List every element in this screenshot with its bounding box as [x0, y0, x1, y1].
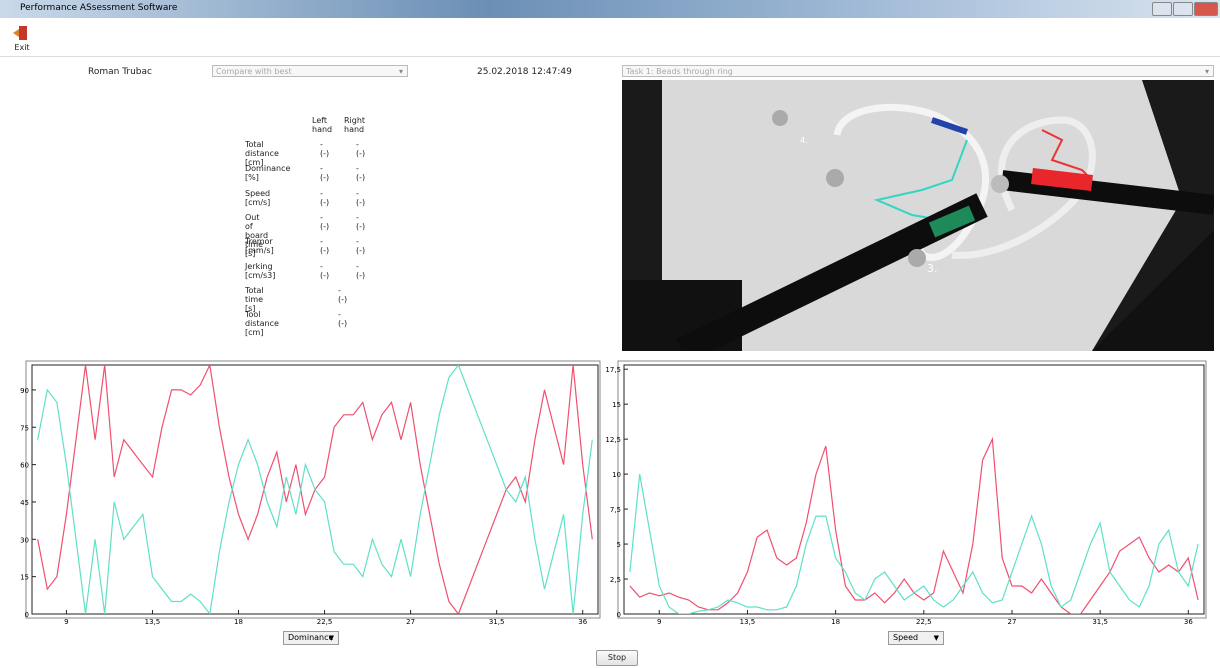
exit-label: Exit [14, 43, 30, 52]
metric-value: - (-) [356, 188, 366, 207]
metric-value: - (-) [320, 140, 330, 158]
x-tick-label: 27 [1008, 618, 1017, 626]
metric-value: - (-) [356, 212, 366, 231]
metric-value: - (-) [320, 164, 330, 183]
y-tick-label: 0 [25, 611, 29, 619]
y-tick-label: 60 [20, 462, 29, 470]
y-tick-label: 15 [612, 401, 621, 409]
x-tick-label: 22,5 [916, 618, 932, 626]
metric-label: Tremor [mm/s] [245, 237, 274, 256]
metric-value: - (-) [356, 164, 366, 183]
y-tick-label: 30 [20, 536, 29, 544]
metric-value: - (-) [356, 237, 366, 256]
plot-area [623, 364, 1205, 615]
metric-label: Total distance [cm] [245, 140, 279, 167]
y-tick-label: 90 [20, 387, 29, 395]
metric-value: - (-) [320, 188, 330, 207]
column-header: Right hand [344, 116, 366, 134]
metric-dropdown[interactable]: Dominance [283, 631, 339, 645]
x-tick-label: 9 [657, 618, 661, 626]
metric-label: Out of board time [s] [245, 212, 269, 258]
toolbar [0, 18, 1220, 57]
user-name: Roman Trubac [88, 67, 152, 77]
y-tick-label: 15 [20, 574, 29, 582]
y-tick-label: 10 [612, 471, 621, 479]
metric-value: - (-) [356, 261, 366, 280]
datetime: 25.02.2018 12:47:49 [477, 67, 572, 77]
x-tick-label: 31,5 [489, 618, 505, 626]
y-tick-label: 7,5 [610, 506, 621, 514]
y-tick-label: 0 [617, 611, 621, 619]
y-tick-label: 12,5 [605, 436, 621, 444]
video-view: 3. 4. [622, 80, 1214, 351]
x-tick-label: 13,5 [740, 618, 756, 626]
window-title: Performance ASsessment Software [20, 3, 178, 13]
x-tick-label: 36 [1184, 618, 1193, 626]
metric-label: Speed [cm/s] [245, 188, 271, 207]
chart-panel [25, 360, 601, 619]
data-line [629, 473, 1199, 614]
exit-button[interactable]: Exit [10, 24, 34, 54]
plot-lines [629, 436, 1199, 614]
metric-label: Jerking [cm/s3] [245, 261, 276, 280]
metric-value: - (-) [338, 285, 348, 304]
y-tick-label: 2,5 [610, 576, 621, 584]
y-tick-label: 75 [20, 424, 29, 432]
exit-icon [13, 26, 27, 40]
title-bar: Performance ASsessment Software [0, 0, 1220, 18]
y-tick-label: 17,5 [605, 366, 621, 374]
column-header: Left hand [312, 116, 333, 134]
x-tick-label: 22,5 [317, 618, 333, 626]
metric-label: Total time [s] [245, 285, 264, 313]
y-tick-label: 45 [20, 499, 29, 507]
video-label: 3. [927, 262, 938, 275]
metric-value: - (-) [320, 212, 330, 231]
x-tick-label: 18 [831, 618, 840, 626]
video-label: 4. [800, 136, 808, 145]
task-dropdown[interactable]: Task 1: Beads through ring [622, 65, 1214, 78]
plot-area [31, 364, 599, 615]
y-tick-label: 5 [617, 541, 621, 549]
data-line [37, 365, 593, 614]
close-button[interactable] [1194, 2, 1218, 16]
x-tick-label: 9 [64, 618, 68, 626]
metric-value: - (-) [356, 140, 366, 158]
metric-label: Tool distance [cm] [245, 310, 279, 338]
metric-value: - (-) [320, 237, 330, 256]
metric-value: - (-) [320, 261, 330, 280]
plot-lines [37, 365, 593, 614]
metric-value: - (-) [338, 310, 348, 329]
maximize-button[interactable] [1173, 2, 1193, 16]
x-tick-label: 36 [578, 618, 587, 626]
chart-panel [617, 360, 1207, 619]
x-tick-label: 27 [406, 618, 415, 626]
x-tick-label: 18 [234, 618, 243, 626]
x-tick-label: 31,5 [1092, 618, 1108, 626]
metric-dropdown[interactable]: Speed [888, 631, 944, 645]
compare-dropdown[interactable]: Compare with best [212, 65, 408, 78]
metric-label: Dominance [%] [245, 164, 291, 183]
stop-button[interactable]: Stop [596, 650, 638, 666]
minimize-button[interactable] [1152, 2, 1172, 16]
x-tick-label: 13,5 [145, 618, 161, 626]
